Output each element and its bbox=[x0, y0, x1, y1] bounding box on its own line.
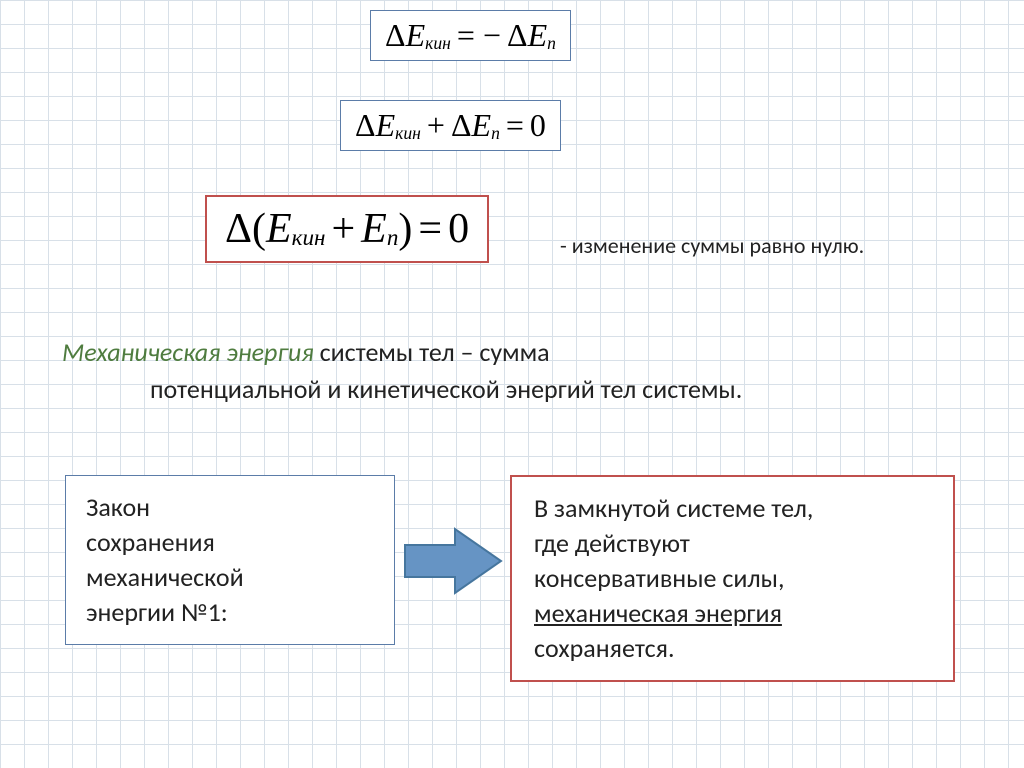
subscript-kin: кин bbox=[395, 123, 421, 144]
zero: 0 bbox=[448, 205, 469, 253]
term-mechanical-energy: Механическая энергия bbox=[62, 336, 314, 368]
law-statement-l5: сохраняется. bbox=[534, 631, 931, 666]
variable-e: E bbox=[472, 107, 492, 144]
formula-2-box: ΔEкин + ΔEп = 0 bbox=[340, 100, 561, 151]
close-paren: ) bbox=[398, 205, 412, 253]
definition-line-2: потенциальной и кинетической энергий тел… bbox=[150, 372, 742, 407]
subscript-kin: кин bbox=[425, 33, 451, 54]
caption-sum-zero: - изменение суммы равно нулю. bbox=[560, 232, 864, 259]
definition-line-1: Механическая энергия системы тел – сумма bbox=[62, 335, 550, 370]
law-title-l3: механической bbox=[86, 560, 374, 595]
delta-symbol: Δ bbox=[225, 205, 252, 253]
delta-symbol: Δ bbox=[385, 17, 406, 54]
law-title-l2: сохранения bbox=[86, 525, 374, 560]
delta-symbol: Δ bbox=[355, 107, 376, 144]
subscript-p: п bbox=[547, 33, 556, 54]
subscript-kin: кин bbox=[292, 224, 326, 251]
law-statement-box: В замкнутой системе тел, где действуют к… bbox=[510, 475, 955, 682]
law-statement-l3: консервативные силы, bbox=[534, 561, 931, 596]
variable-e: E bbox=[266, 205, 292, 253]
law-title-box: Закон сохранения механической энергии №1… bbox=[65, 475, 395, 645]
open-paren: ( bbox=[252, 205, 266, 253]
arrow-right-icon bbox=[403, 525, 503, 597]
equals-symbol: = bbox=[500, 107, 530, 144]
variable-e: E bbox=[376, 107, 396, 144]
subscript-p: п bbox=[387, 224, 399, 251]
equals-symbol: = bbox=[412, 205, 448, 253]
variable-e: E bbox=[361, 205, 387, 253]
law-title-l4: энергии №1: bbox=[86, 595, 374, 630]
variable-e: E bbox=[406, 17, 426, 54]
law-statement-l2: где действуют bbox=[534, 526, 931, 561]
plus-symbol: + bbox=[325, 205, 361, 253]
formula-1-box: ΔEкин = − ΔEп bbox=[370, 10, 571, 61]
delta-symbol: Δ bbox=[451, 107, 472, 144]
law-title-l1: Закон bbox=[86, 490, 374, 525]
plus-symbol: + bbox=[421, 107, 451, 144]
formula-3-box: Δ(Eкин + Eп) = 0 bbox=[205, 195, 489, 263]
delta-symbol: Δ bbox=[507, 17, 528, 54]
law-statement-underlined: механическая энергия bbox=[534, 597, 782, 629]
subscript-p: п bbox=[491, 123, 500, 144]
zero: 0 bbox=[530, 107, 546, 144]
equals-neg: = − bbox=[451, 17, 507, 54]
variable-e: E bbox=[528, 17, 548, 54]
definition-rest: системы тел – сумма bbox=[314, 336, 550, 368]
law-statement-l1: В замкнутой системе тел, bbox=[534, 491, 931, 526]
